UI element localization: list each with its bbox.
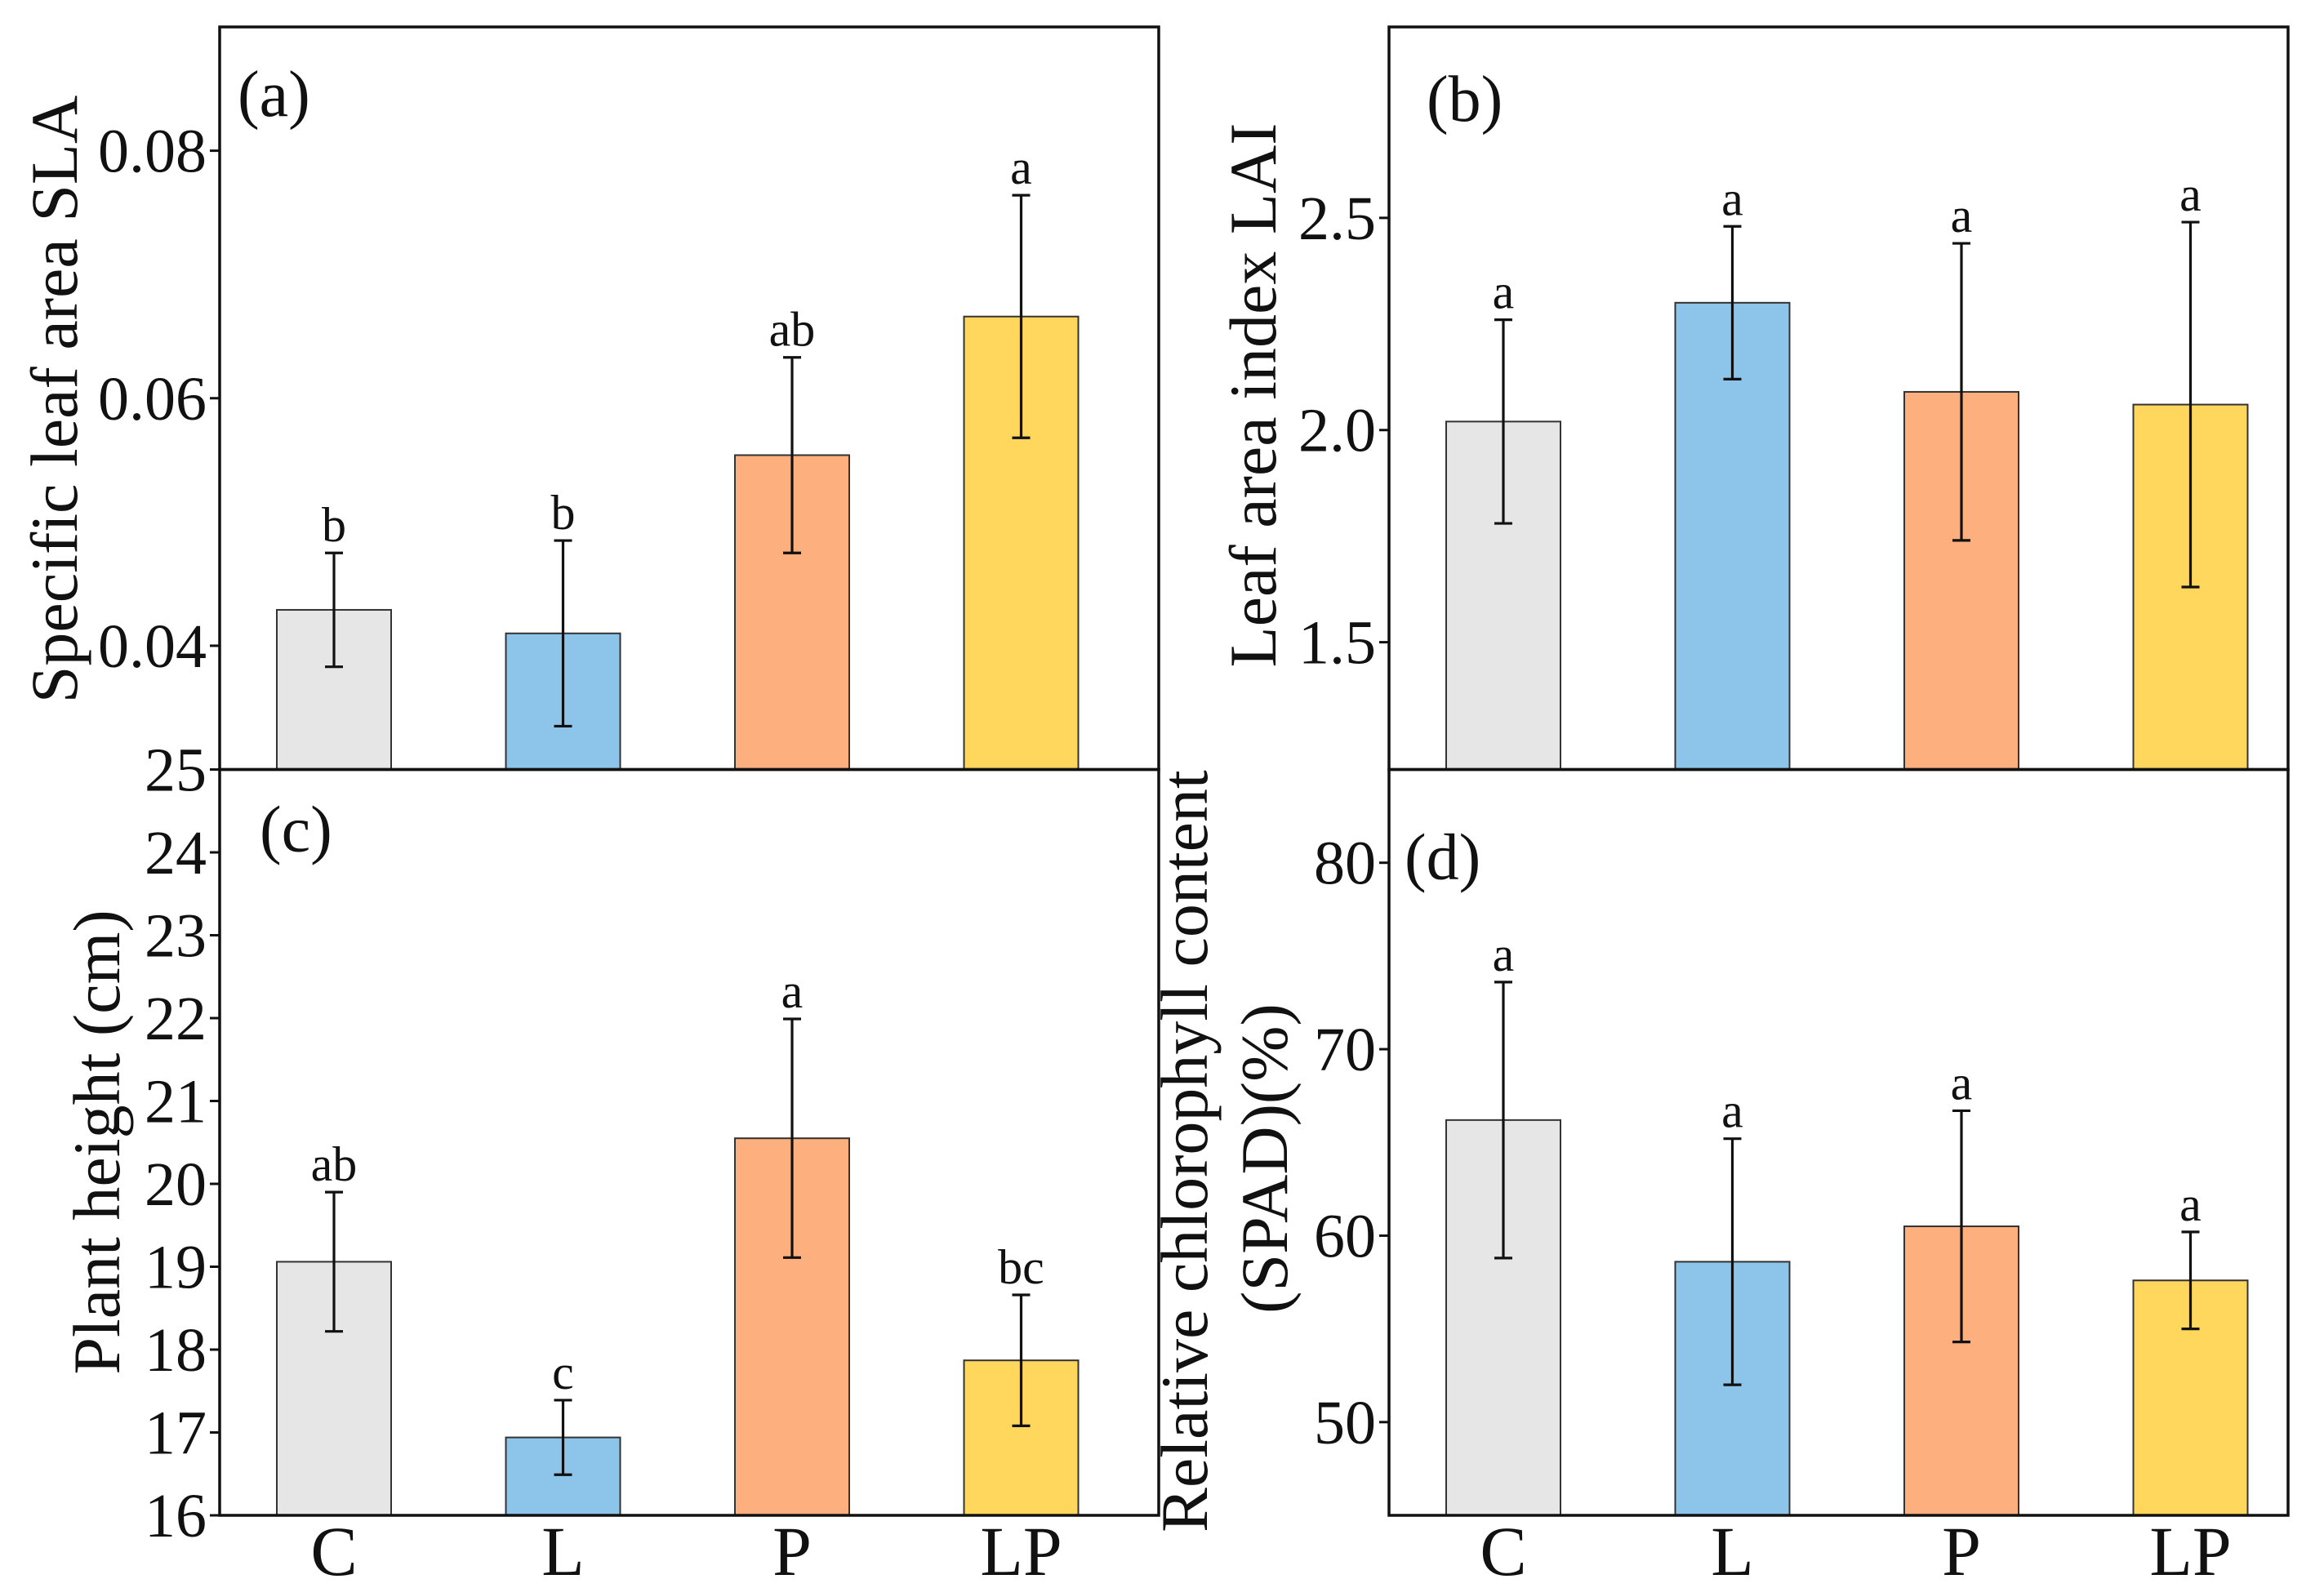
panel-d-y-tick-label: 60 (1314, 1202, 1376, 1270)
panel-d-y-tick-label: 50 (1314, 1389, 1376, 1457)
panel-c-significance-label-lp: bc (998, 1240, 1044, 1294)
panel-c-x-tick-label-l: L (541, 1512, 585, 1588)
panel-c-y-tick-label: 22 (145, 985, 207, 1053)
panel-b-error-bar-c (1494, 318, 1512, 525)
panel-a-error-bar-l (554, 539, 572, 728)
panel-d-y-tick-label: 80 (1314, 830, 1376, 898)
panel-b-bar-l (1674, 301, 1791, 771)
panel-d-x-tick-label-lp: LP (2149, 1512, 2231, 1588)
panel-d-plot-frame (1387, 767, 2290, 1517)
panel-c-error-bar-l (554, 1399, 572, 1476)
panel-d-significance-label-c: a (1493, 927, 1515, 981)
panel-b-y-tick-label: 2.5 (1298, 185, 1376, 253)
panel-d-label: (d) (1405, 822, 1480, 894)
panel-c-y-tick-label: 21 (145, 1068, 207, 1137)
panel-a-significance-label-c: b (322, 498, 346, 552)
panel-d-x-tick-label-c: C (1480, 1512, 1526, 1588)
panel-d-significance-label-lp: a (2179, 1177, 2202, 1231)
panel-b-significance-label-p: a (1951, 189, 1973, 242)
panel-c-y-tick-label: 25 (145, 736, 207, 805)
panel-d-y-axis-label: Relative chlorophyll content (1147, 770, 1222, 1532)
panel-c-x-tick-label-lp: LP (980, 1512, 1062, 1588)
panel-c-y-tick-label: 16 (145, 1482, 207, 1550)
panel-d-x-tick-label-l: L (1711, 1512, 1754, 1588)
panel-b-error-bar-lp (2181, 220, 2200, 589)
panel-b-error-bar-l (1723, 225, 1742, 380)
panel-d-error-bar-l (1723, 1137, 1742, 1386)
panel-a-y-axis-label: Specific leaf area SLA (17, 96, 91, 703)
panel-a-y-tick-label: 0.08 (98, 118, 207, 186)
panel-a-y-tick-label: 0.04 (98, 612, 207, 681)
panel-c-x-tick-label-c: C (310, 1512, 357, 1588)
panel-c-significance-label-c: ab (311, 1137, 358, 1191)
panel-d-error-bar-p (1952, 1109, 1970, 1344)
panel-c-y-tick-label: 24 (145, 819, 207, 887)
panel-a-label: (a) (238, 59, 310, 131)
panel-a-error-bar-p (783, 356, 801, 554)
panel-a-error-bar-lp (1012, 193, 1031, 439)
panel-d-y-tick-label: 70 (1314, 1016, 1376, 1084)
panel-a-significance-label-lp: a (1010, 140, 1032, 194)
panel-c-error-bar-p (783, 1017, 801, 1259)
panel-c-error-bar-c (325, 1190, 343, 1333)
panel-c-y-tick-label: 18 (145, 1316, 207, 1385)
panel-b-label: (b) (1427, 64, 1503, 136)
panel-d-error-bar-c (1494, 981, 1512, 1260)
panel-a-significance-label-p: ab (769, 303, 816, 357)
panel-d-significance-label-p: a (1951, 1056, 1973, 1110)
panel-b-significance-label-lp: a (2179, 167, 2202, 221)
panel-c-y-tick-label: 19 (145, 1234, 207, 1302)
panel-c-x-tick-label-p: P (772, 1512, 812, 1588)
panel-c-significance-label-p: a (781, 964, 804, 1018)
panel-b-error-bar-p (1952, 242, 1970, 542)
panel-b-y-tick-label: 2.0 (1298, 397, 1376, 465)
panel-b-significance-label-l: a (1721, 171, 1743, 225)
panel-a-y-tick-label: 0.06 (98, 365, 207, 434)
panel-c-y-tick-label: 23 (145, 902, 207, 971)
panel-d-y-axis-label: (SPAD)(%) (1227, 1003, 1302, 1314)
panel-d-error-bar-lp (2181, 1230, 2200, 1331)
panel-c: ab Cc La Pbc LP 16 17 18 19 20 21 22 23 24 25 Plant hei… (60, 736, 1160, 1588)
panel-b-significance-label-c: a (1493, 265, 1515, 319)
panel-b-bar-p (1903, 390, 2019, 771)
panel-c-plot-frame (218, 767, 1160, 1517)
panel-c-error-bar-lp (1012, 1293, 1031, 1427)
panel-d-bar-lp (2132, 1279, 2249, 1517)
panel-d-significance-label-l: a (1721, 1084, 1743, 1138)
panel-d: a Ca La Pa LP 50 60 70 80 Relative chlorophyll co… (1147, 767, 2290, 1588)
panel-c-y-tick-label: 17 (145, 1399, 207, 1468)
panel-b-y-axis-label: Leaf area index LAI (1216, 123, 1290, 668)
panel-c-label: (c) (260, 794, 332, 866)
panel-d-x-tick-label-p: P (1942, 1512, 1981, 1588)
panel-c-significance-label-l: c (552, 1346, 574, 1399)
panel-c-y-tick-label: 20 (145, 1150, 207, 1219)
panel-a-error-bar-c (325, 551, 343, 669)
panel-a-significance-label-l: b (551, 486, 576, 540)
panel-c-y-axis-label: Plant height (cm) (60, 910, 134, 1374)
panel-b-y-tick-label: 1.5 (1298, 609, 1376, 678)
